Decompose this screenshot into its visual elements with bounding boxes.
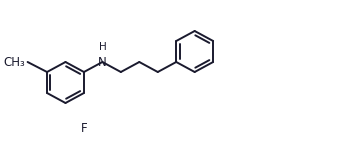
Text: N: N [98,56,107,69]
Text: CH₃: CH₃ [3,56,25,69]
Text: F: F [80,122,87,135]
Text: H: H [98,42,106,52]
